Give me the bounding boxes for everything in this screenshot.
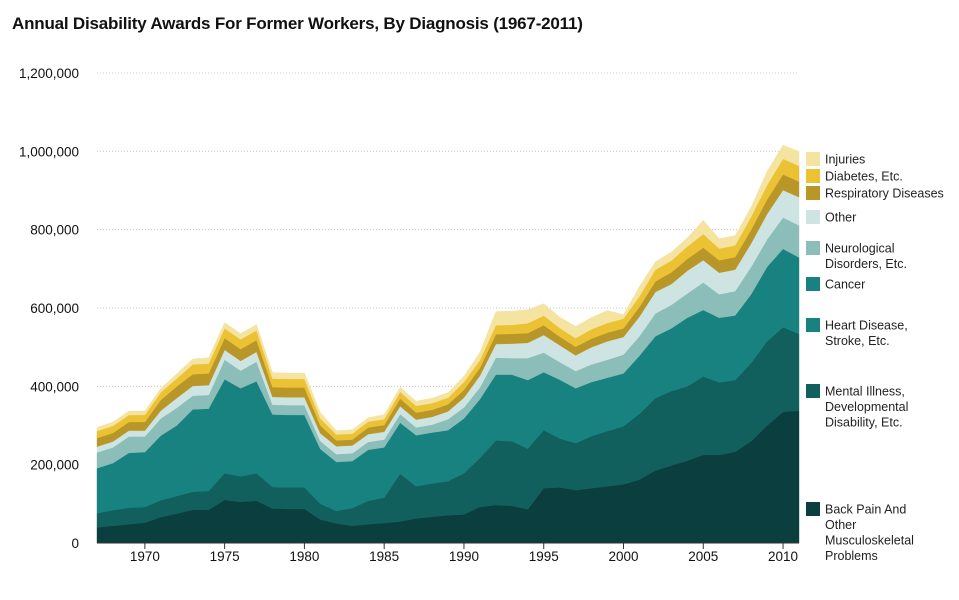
legend-swatch — [806, 318, 820, 332]
x-tick-label: 2005 — [688, 549, 718, 564]
legend-swatch — [806, 277, 820, 291]
legend-label: Injuries — [825, 153, 865, 167]
legend-label: Heart Disease, Stroke, Etc. — [825, 319, 908, 349]
legend-swatch — [806, 186, 820, 200]
y-tick-label: 600,000 — [30, 301, 79, 316]
x-tick-label: 1990 — [449, 549, 479, 564]
legend-label: Neurological Disorders, Etc. — [825, 242, 907, 272]
legend-swatch — [806, 384, 820, 398]
legend-label: Cancer — [825, 278, 865, 292]
legend-label: Other — [825, 211, 856, 225]
legend-swatch — [806, 152, 820, 166]
x-tick-label: 1970 — [130, 549, 160, 564]
x-tick-label: 1980 — [289, 549, 319, 564]
y-tick-label: 1,000,000 — [19, 144, 79, 159]
legend-swatch — [806, 169, 820, 183]
y-tick-label: 1,200,000 — [19, 66, 79, 81]
y-tick-label: 200,000 — [30, 458, 79, 473]
y-tick-label: 800,000 — [30, 223, 79, 238]
y-tick-label: 0 — [71, 536, 79, 551]
legend-swatch — [806, 241, 820, 255]
legend-label: Mental Illness, Developmental Disability, … — [825, 385, 908, 430]
x-tick-label: 2010 — [768, 549, 798, 564]
legend-swatch — [806, 210, 820, 224]
x-tick-label: 1985 — [369, 549, 399, 564]
y-tick-label: 400,000 — [30, 379, 79, 394]
legend-swatch — [806, 502, 820, 516]
legend-label: Diabetes, Etc. — [825, 170, 903, 184]
legend-label: Back Pain And Other Musculoskeletal Problem… — [825, 503, 914, 564]
x-tick-label: 1975 — [210, 549, 240, 564]
legend-label: Respiratory Diseases — [825, 187, 944, 201]
x-tick-label: 1995 — [529, 549, 559, 564]
chart-title: Annual Disability Awards For Former Work… — [12, 14, 583, 33]
area-diabetes-etc — [96, 144, 800, 435]
x-tick-label: 2000 — [608, 549, 638, 564]
